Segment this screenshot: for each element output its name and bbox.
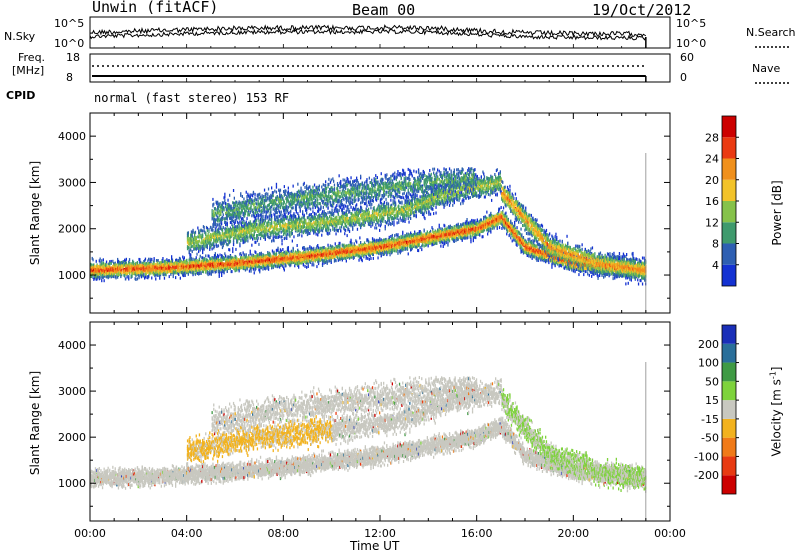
vel-colorbar-swatch [722, 400, 736, 419]
power-colorbar-tick-label: 12 [705, 216, 719, 229]
vel-colorbar-swatch [722, 363, 736, 382]
vel-colorbar-tick-label: 50 [705, 375, 719, 388]
power-colorbar-tick-label: 4 [712, 259, 719, 272]
power-colorbar-tick-label: 20 [705, 174, 719, 187]
power-colorbar-swatch [722, 222, 736, 243]
x-tick-label: 20:00 [557, 527, 589, 540]
x-tick-label: 00:00 [654, 527, 686, 540]
vel-colorbar-tick-label: 15 [705, 394, 719, 407]
vel-colorbar-tick-label: -15 [701, 413, 719, 426]
vel-scatter-layer [90, 376, 646, 493]
vel-colorbar-swatch [722, 456, 736, 475]
y-tick-label: 4000 [58, 339, 86, 352]
y-tick-label: 2000 [58, 431, 86, 444]
vel-colorbar-tick-label: 100 [698, 357, 719, 370]
power-colorbar-tick-label: 16 [705, 195, 719, 208]
y-tick-label: 2000 [58, 223, 86, 236]
power-colorbar-tick-label: 8 [712, 238, 719, 251]
x-tick-label: 00:00 [74, 527, 106, 540]
vel-colorbar-tick-label: -100 [694, 450, 719, 463]
power-scatter-layer [90, 167, 646, 285]
power-colorbar-swatch [722, 201, 736, 222]
y-tick-label: 3000 [58, 176, 86, 189]
power-colorbar-swatch [722, 159, 736, 180]
power-colorbar-tick-label: 28 [705, 131, 719, 144]
y-tick-label: 3000 [58, 385, 86, 398]
x-tick-label: 16:00 [461, 527, 493, 540]
x-tick-label: 04:00 [171, 527, 203, 540]
vel-colorbar-tick-label: 200 [698, 338, 719, 351]
vel-colorbar-tick-label: -50 [701, 432, 719, 445]
vel-colorbar-swatch [722, 344, 736, 363]
y-tick-label: 1000 [58, 269, 86, 282]
power-colorbar-swatch [722, 137, 736, 158]
vel-colorbar-swatch [722, 325, 736, 344]
freq-panel [90, 54, 670, 82]
x-tick-label: 08:00 [267, 527, 299, 540]
power-colorbar-swatch [722, 116, 736, 137]
vel-colorbar-swatch [722, 438, 736, 457]
vel-colorbar-tick-label: -200 [694, 469, 719, 482]
vel-colorbar-swatch [722, 419, 736, 438]
power-colorbar-swatch [722, 265, 736, 286]
vel-colorbar-swatch [722, 381, 736, 400]
y-tick-label: 4000 [58, 130, 86, 143]
power-colorbar-swatch [722, 244, 736, 265]
power-colorbar-swatch [722, 180, 736, 201]
power-colorbar-tick-label: 24 [705, 153, 719, 166]
x-tick-label: 12:00 [364, 527, 396, 540]
y-tick-label: 1000 [58, 477, 86, 490]
vel-colorbar-swatch [722, 475, 736, 494]
